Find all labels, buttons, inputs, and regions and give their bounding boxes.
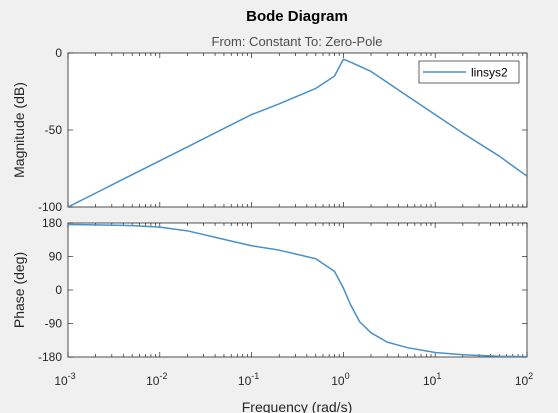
- x-tick-label: 10-2: [146, 371, 167, 388]
- x-tick-exponent: 2: [528, 371, 533, 381]
- phase-plot-area: [67, 222, 528, 358]
- magnitude-panel: 0 -50 -100 Magnitude (dB) linsys2: [11, 46, 528, 214]
- magnitude-y-tick-label: -50: [45, 123, 63, 137]
- phase-y-tick-label: -180: [38, 350, 62, 364]
- phase-series-line-linsys2: [68, 223, 527, 357]
- x-tick-exponent: 1: [436, 371, 441, 381]
- x-tick-label: 10-3: [54, 371, 75, 388]
- x-tick-exponent: -1: [251, 371, 259, 381]
- x-tick-exponent: -3: [68, 371, 76, 381]
- legend-entry-label: linsys2: [471, 66, 508, 80]
- legend: linsys2: [418, 60, 520, 84]
- plot-panels: 0 -50 -100 Magnitude (dB) linsys2 180 90 0 -90 -1…: [11, 46, 528, 364]
- phase-y-tick-label: 0: [55, 283, 62, 297]
- x-tick-exponent: -2: [159, 371, 167, 381]
- phase-y-tick-label: 90: [49, 250, 63, 264]
- phase-y-axis-label: Phase (deg): [11, 252, 27, 328]
- x-axis: 10-3 10-2 10-1 100 101 102: [54, 371, 533, 388]
- magnitude-y-tick-label: -100: [38, 200, 62, 214]
- x-axis-label: Frequency (rad/s): [242, 399, 352, 413]
- x-tick-label: 100: [331, 371, 349, 388]
- phase-y-tick-label: -90: [45, 317, 63, 331]
- x-tick-label: 101: [423, 371, 441, 388]
- x-tick-label: 10-1: [238, 371, 259, 388]
- chart-title: Bode Diagram: [246, 8, 348, 25]
- x-tick-exponent: 0: [345, 371, 350, 381]
- phase-panel: 180 90 0 -90 -180 Phase (deg): [11, 216, 528, 364]
- magnitude-series-line-linsys2: [68, 58, 527, 207]
- magnitude-y-axis-label: Magnitude (dB): [11, 82, 27, 178]
- legend-box: [418, 60, 520, 84]
- magnitude-y-tick-label: 0: [55, 46, 62, 60]
- phase-y-tick-label: 180: [42, 216, 62, 230]
- x-tick-label: 102: [515, 371, 533, 388]
- chart-subtitle: From: Constant To: Zero-Pole: [212, 34, 383, 49]
